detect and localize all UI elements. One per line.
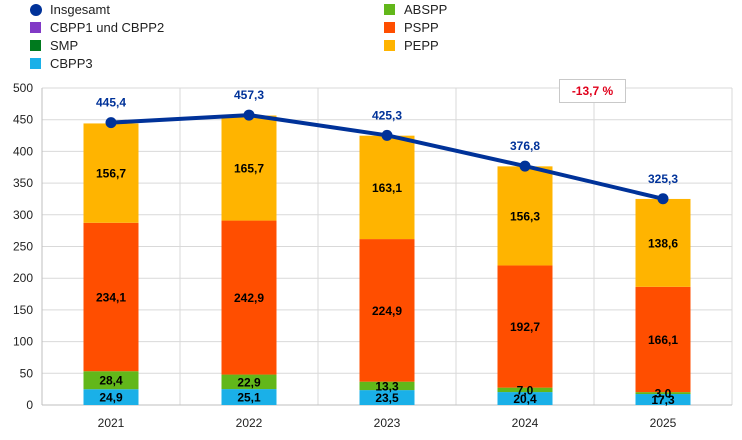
y-tick-label: 250 xyxy=(13,240,33,254)
y-tick-label: 200 xyxy=(13,271,33,285)
bar-pspp xyxy=(359,239,415,382)
legend-swatch-pepp xyxy=(384,40,395,51)
value-label-pspp: 224,9 xyxy=(372,304,402,318)
total-line xyxy=(105,109,669,205)
legend-label-cbpp1-cbpp2: CBPP1 und CBPP2 xyxy=(50,20,165,35)
bar-cbpp3 xyxy=(635,394,691,405)
x-tick-label: 2025 xyxy=(650,416,677,430)
value-label-abspp: 22,9 xyxy=(237,375,261,389)
change-annotation: -13,7 % xyxy=(559,79,626,103)
total-line-marker xyxy=(657,193,669,205)
bar-abspp xyxy=(497,387,553,393)
value-label-pspp: 192,7 xyxy=(510,320,540,334)
value-label-pepp: 163,1 xyxy=(372,181,402,195)
legend-swatch-cbpp1-cbpp2 xyxy=(30,22,41,33)
bar-pspp xyxy=(497,265,553,388)
y-tick-label: 100 xyxy=(13,335,33,349)
legend-label-abspp: ABSPP xyxy=(404,2,448,17)
bar-abspp xyxy=(221,374,277,390)
bar-pepp xyxy=(83,123,139,223)
value-label-pspp: 242,9 xyxy=(234,291,264,305)
total-value-label: 325,3 xyxy=(648,172,678,186)
bar-abspp xyxy=(635,392,691,395)
y-tick-label: 300 xyxy=(13,208,33,222)
bar-pepp xyxy=(635,198,691,287)
total-line-marker xyxy=(243,109,255,121)
x-tick-label: 2024 xyxy=(512,416,539,430)
value-label-pspp: 166,1 xyxy=(648,333,678,347)
bar-pepp xyxy=(359,135,415,240)
value-label-pspp: 234,1 xyxy=(96,290,126,304)
total-line-marker xyxy=(381,129,393,141)
legend-item-abspp: ABSPP xyxy=(384,2,447,17)
total-line-marker xyxy=(105,117,117,129)
bar-cbpp3 xyxy=(359,390,415,405)
bar-cbpp3 xyxy=(221,389,277,405)
y-tick-label: 350 xyxy=(13,176,33,190)
bar-cbpp3 xyxy=(497,392,553,405)
value-label-cbpp3: 25,1 xyxy=(237,391,261,405)
bar-pepp xyxy=(221,115,277,221)
value-label-abspp: 13,3 xyxy=(375,379,399,393)
legend-swatch-pspp xyxy=(384,22,395,33)
legend-swatch-cbpp3 xyxy=(30,58,41,69)
y-tick-label: 400 xyxy=(13,144,33,158)
value-label-cbpp3: 24,9 xyxy=(99,391,123,405)
y-tick-label: 500 xyxy=(13,81,33,95)
legend-item-cbpp3: CBPP3 xyxy=(30,56,93,71)
total-value-label: 445,4 xyxy=(96,96,126,110)
bar-abspp xyxy=(83,371,139,390)
legend-swatch-abspp xyxy=(384,4,395,15)
bar-pspp xyxy=(635,286,691,393)
legend-label-pspp: PSPP xyxy=(404,20,439,35)
y-tick-label: 150 xyxy=(13,303,33,317)
legend-swatch-smp xyxy=(30,40,41,51)
value-label-cbpp3: 23,5 xyxy=(375,391,399,405)
y-tick-label: 450 xyxy=(13,113,33,127)
value-label-abspp: 28,4 xyxy=(99,374,123,388)
value-label-abspp: 7,0 xyxy=(517,383,534,397)
legend-dot-insgesamt xyxy=(30,3,42,16)
legend-label-smp: SMP xyxy=(50,38,79,53)
bar-pspp xyxy=(221,220,277,375)
bar-cbpp3 xyxy=(83,389,139,405)
total-value-label: 425,3 xyxy=(372,108,402,122)
legend-item-pspp: PSPP xyxy=(384,20,439,35)
y-tick-label: 0 xyxy=(26,398,33,412)
bars xyxy=(83,115,691,405)
total-line-marker xyxy=(519,160,531,172)
value-label-abspp: 3,0 xyxy=(655,387,672,401)
x-tick-label: 2021 xyxy=(98,416,125,430)
value-label-pepp: 156,7 xyxy=(96,167,126,181)
legend: Insgesamt CBPP1 und CBPP2 SMP CBPP3 ABSP… xyxy=(30,2,590,77)
data-labels: 24,9 28,4 234,1 156,7 25,1 22,9 242,9 165,7 23,5… xyxy=(96,88,678,407)
x-tick-label: 2023 xyxy=(374,416,401,430)
legend-item-pepp: PEPP xyxy=(384,38,439,53)
value-label-pepp: 138,6 xyxy=(648,236,678,250)
x-tick-label: 2022 xyxy=(236,416,263,430)
legend-label-pepp: PEPP xyxy=(404,38,439,53)
bar-pepp xyxy=(497,166,553,266)
legend-item-smp: SMP xyxy=(30,38,78,53)
bar-pspp xyxy=(83,222,139,372)
change-annotation-text: -13,7 % xyxy=(571,84,614,98)
axes: 0 50 100 150 200 250 300 350 400 450 500 2021 2022 20… xyxy=(13,81,733,430)
legend-item-cbpp1-cbpp2: CBPP1 und CBPP2 xyxy=(30,20,164,35)
value-label-cbpp3: 20,4 xyxy=(513,392,537,406)
total-value-label: 457,3 xyxy=(234,88,264,102)
legend-item-insgesamt: Insgesamt xyxy=(30,2,110,17)
value-label-cbpp3: 17,3 xyxy=(651,393,675,407)
bar-abspp xyxy=(359,381,415,391)
y-tick-label: 50 xyxy=(20,366,34,380)
value-label-pepp: 156,3 xyxy=(510,209,540,223)
value-label-pepp: 165,7 xyxy=(234,162,264,176)
legend-label-cbpp3: CBPP3 xyxy=(50,56,93,71)
total-value-label: 376,8 xyxy=(510,139,540,153)
legend-label-insgesamt: Insgesamt xyxy=(50,2,110,17)
